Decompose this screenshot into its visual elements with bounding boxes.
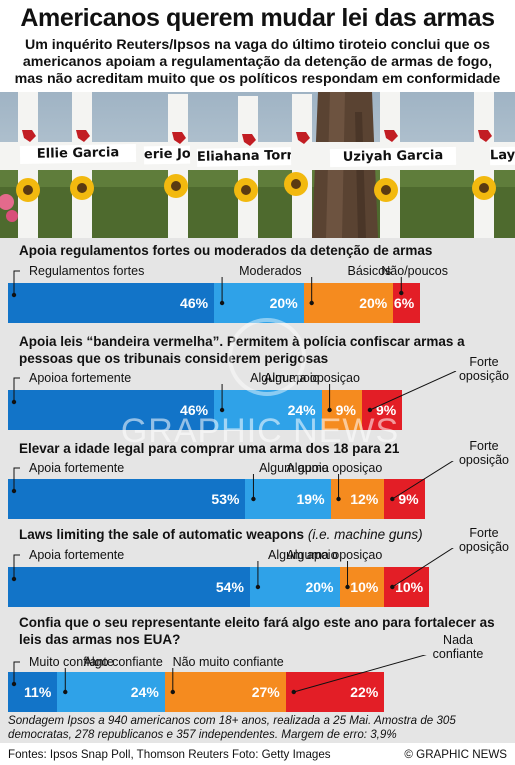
stacked-bar: 53% 19% 12% 9% <box>8 479 456 519</box>
bar-segment: 46% <box>8 283 215 323</box>
bar-segment: 10% <box>384 567 430 607</box>
footer-copyright: © GRAPHIC NEWS <box>404 748 507 761</box>
category-label: Forte oposição <box>458 526 510 554</box>
bar-value-label: 53% <box>211 491 240 507</box>
category-label: Alguma oposiçao <box>264 371 360 385</box>
bar-segment: 9% <box>384 479 425 519</box>
bar-segment: 11% <box>8 672 58 712</box>
category-label: Algum apoio <box>268 548 338 562</box>
category-label: Apoioa fortemente <box>29 371 132 385</box>
bar-value-label: 20% <box>269 295 298 311</box>
cross-name-label: Eliahana Torres <box>196 147 292 167</box>
category-label: Não/poucos <box>381 264 448 278</box>
bar-value-label: 46% <box>180 295 209 311</box>
bar-segment: 20% <box>214 283 304 323</box>
question-text: Elevar a idade legal para comprar uma ar… <box>19 441 400 456</box>
question-title: Apoia regulamentos fortes ou moderados d… <box>19 242 499 259</box>
question-title: Confia que o seu representante eleito fa… <box>19 614 499 648</box>
bar-segment: 9% <box>321 390 362 430</box>
category-label: Básicos <box>347 264 392 278</box>
bar-value-label: 54% <box>215 579 244 595</box>
question-title: Apoia leis “bandeira vermelha”. Permitem… <box>19 333 499 367</box>
category-label: Forte oposição <box>458 439 510 467</box>
question-text: Apoia leis “bandeira vermelha”. Permitem… <box>19 334 465 366</box>
cross-name-label: Lay <box>489 146 515 166</box>
bar-value-label: 9% <box>335 402 356 418</box>
bar-segment: 9% <box>361 390 403 430</box>
memorial-photo-graphic <box>0 92 515 238</box>
category-label: Algum apoio <box>250 371 320 385</box>
bar-segment: 24% <box>57 672 165 712</box>
bar-value-label: 24% <box>130 684 159 700</box>
bar-value-label: 11% <box>24 684 52 700</box>
question-title: Elevar a idade legal para comprar uma ar… <box>19 440 499 457</box>
bar-value-label: 9% <box>398 491 419 507</box>
bar-value-label: 24% <box>287 402 316 418</box>
page-subtitle: Um inquérito Reuters/Ipsos na vaga do úl… <box>14 37 501 87</box>
bar-value-label: 20% <box>305 579 334 595</box>
page-title: Americanos querem mudar lei das armas <box>20 4 495 32</box>
question-note: (i.e. machine guns) <box>307 527 423 542</box>
bar-value-label: 10% <box>395 579 424 595</box>
bar-value-label: 6% <box>393 295 415 311</box>
bar-segment: 27% <box>164 672 286 712</box>
category-label: Não muito confiante <box>172 655 284 669</box>
bar-value-label: 22% <box>350 684 379 700</box>
footer: Fontes: Ipsos Snap Poll, Thomson Reuters… <box>0 744 515 765</box>
category-label: Regulamentos fortes <box>29 264 145 278</box>
category-label: Muito confiante <box>29 655 114 669</box>
bar-value-label: 46% <box>180 402 209 418</box>
bar-value-label: 20% <box>359 295 388 311</box>
survey-note: Sondagem Ipsos a 940 americanos com 18+ … <box>8 714 456 741</box>
bar-value-label: 19% <box>296 491 325 507</box>
category-label: Alguma oposiçao <box>286 461 383 475</box>
category-label: Moderados <box>239 264 302 278</box>
memorial-photo: Ellie Garcia erie Jo Eliahana Torres Uzi… <box>0 92 515 238</box>
footer-sources: Fontes: Ipsos Snap Poll, Thomson Reuters <box>8 748 229 761</box>
bar-value-label: 27% <box>251 684 280 700</box>
footer-photo-credit: Foto: Getty Images <box>232 748 331 761</box>
bar-segment: 24% <box>214 390 322 430</box>
cross-name-label: Ellie Garcia <box>19 143 137 165</box>
bar-segment: 20% <box>249 567 340 607</box>
category-label: Apoia fortemente <box>29 548 125 562</box>
question-text: Confia que o seu representante eleito fa… <box>19 615 495 647</box>
category-label: Algum apoio <box>259 461 329 475</box>
category-label: Forte oposição <box>458 355 510 383</box>
bar-segment: 6% <box>393 283 421 323</box>
bar-segment: 12% <box>330 479 385 519</box>
category-label: Algo confiante <box>83 655 163 669</box>
stacked-bar: 46% 20% 20% 6% <box>8 283 456 323</box>
bar-segment: 54% <box>8 567 250 607</box>
bar-segment: 10% <box>339 567 385 607</box>
bar-segment: 19% <box>245 479 331 519</box>
question-text: Apoia regulamentos fortes ou moderados d… <box>19 243 433 258</box>
bar-segment: 53% <box>8 479 246 519</box>
bar-segment: 20% <box>303 283 394 323</box>
stacked-bar: 54% 20% 10% 10% <box>8 567 456 607</box>
cross-name-label: Uziyah Garcia <box>329 146 457 168</box>
question-title: Laws limiting the sale of automatic weap… <box>19 526 499 543</box>
question-text: Laws limiting the sale of automatic weap… <box>19 527 305 542</box>
stacked-bar: 11% 24% 27% 22% <box>8 672 456 712</box>
bar-value-label: 10% <box>350 579 379 595</box>
cross-name-label: erie Jo <box>143 145 191 165</box>
bar-value-label: 12% <box>350 491 379 507</box>
bar-segment: 22% <box>285 672 385 712</box>
category-label: Alguma oposiçao <box>286 548 383 562</box>
category-label: Apoia fortemente <box>29 461 125 475</box>
bar-segment: 46% <box>8 390 215 430</box>
survey-panel: Apoia regulamentos fortes ou moderados d… <box>0 238 515 743</box>
category-label: Nada confiante <box>432 633 484 661</box>
stacked-bar: 46% 24% 9% 9% <box>8 390 456 430</box>
bar-value-label: 9% <box>375 402 397 418</box>
